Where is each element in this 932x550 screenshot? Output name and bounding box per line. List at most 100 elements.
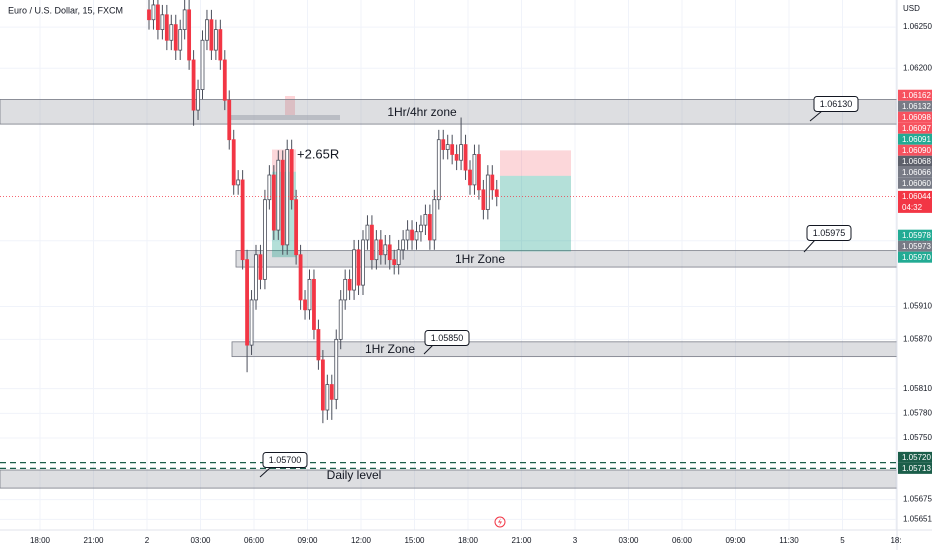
zone-label: 1Hr Zone xyxy=(455,252,505,266)
callout-label: 1.05975 xyxy=(813,228,846,238)
price-label-box xyxy=(898,122,932,134)
y-tick-label: 1.06250 xyxy=(903,22,932,31)
candle-body xyxy=(320,359,325,411)
price-label: 1.06091 xyxy=(902,135,931,144)
candle-body xyxy=(280,159,285,246)
y-tick-label: 1.05780 xyxy=(903,408,932,417)
candle-body xyxy=(352,249,356,291)
candle-body xyxy=(485,174,490,210)
x-tick-label: 09:00 xyxy=(297,536,318,545)
callout-box xyxy=(262,452,308,468)
candle-body xyxy=(196,89,200,111)
candle-body xyxy=(240,179,245,261)
candle-body xyxy=(303,299,307,311)
candle-body xyxy=(387,244,392,261)
candle-body xyxy=(459,144,463,161)
price-label: 1.05713 xyxy=(902,464,931,473)
candle-body xyxy=(490,174,495,191)
zone-label: Daily level xyxy=(327,468,382,482)
symbol-title: Euro / U.S. Dollar, 15, FXCM xyxy=(8,5,123,15)
candle-body xyxy=(334,338,339,400)
candle-body xyxy=(445,144,450,150)
lightning-icon xyxy=(494,516,506,528)
candle-body xyxy=(182,9,187,30)
price-label: 1.06044 xyxy=(902,192,931,201)
candle-body xyxy=(312,278,316,330)
candle-body xyxy=(441,139,446,150)
callout-label: 1.06130 xyxy=(820,99,853,109)
candle-body xyxy=(231,139,236,186)
price-label-box xyxy=(898,251,932,263)
candle-body xyxy=(187,9,192,61)
candle-body xyxy=(289,149,294,201)
x-tick-label: 03:00 xyxy=(618,536,639,545)
price-label: 1.06132 xyxy=(902,102,931,111)
price-label-box xyxy=(898,155,932,167)
x-tick-label: 12:00 xyxy=(351,536,372,545)
candle-body xyxy=(218,29,223,61)
y-tick-label: 1.05675 xyxy=(903,495,932,504)
x-tick-label: 5 xyxy=(840,536,845,545)
candle-body xyxy=(209,19,214,51)
y-tick-label: 1.05810 xyxy=(903,384,932,393)
price-label: 1.06097 xyxy=(902,124,931,133)
countdown: 04:32 xyxy=(902,203,923,212)
plot-area xyxy=(0,0,897,489)
grid xyxy=(0,0,897,530)
candle-body xyxy=(494,189,499,197)
candle-body xyxy=(454,154,459,161)
candle-body xyxy=(325,384,330,411)
candle-body xyxy=(147,9,151,21)
callout-box xyxy=(813,96,859,112)
price-label: 1.05970 xyxy=(902,253,931,262)
x-tick-label: 3 xyxy=(573,536,578,545)
candle-body xyxy=(236,179,241,186)
candle-body xyxy=(298,254,303,301)
candle-body xyxy=(191,59,196,111)
zone-label: 1Hr Zone xyxy=(365,342,415,356)
price-label-box xyxy=(898,240,932,252)
candle-body xyxy=(396,249,401,265)
currency: USD xyxy=(903,4,920,13)
candle-body xyxy=(307,278,312,311)
candle-body xyxy=(481,189,486,210)
candle-body xyxy=(151,4,156,21)
callout-box xyxy=(806,225,852,241)
callout-box xyxy=(424,330,470,346)
candle-body xyxy=(392,259,397,265)
x-tick-label: 11:30 xyxy=(779,536,799,545)
candle-body xyxy=(160,14,165,30)
zone xyxy=(0,99,897,125)
position-reward xyxy=(500,175,571,252)
x-tick-label: 03:00 xyxy=(190,536,211,545)
candle-body xyxy=(205,19,209,41)
price-label-box xyxy=(898,451,932,463)
callout-label: 1.05700 xyxy=(269,455,302,465)
candle-body xyxy=(423,214,428,226)
drawing-rect xyxy=(230,115,340,120)
candle-body xyxy=(374,239,379,261)
price-label: 1.05973 xyxy=(902,242,931,251)
candle-body xyxy=(271,174,276,231)
candle-body xyxy=(254,254,258,301)
price-label: 1.05720 xyxy=(902,453,931,462)
price-label: 1.06090 xyxy=(902,146,931,155)
price-label-box xyxy=(898,144,932,156)
candle-body xyxy=(178,29,183,51)
x-tick-label: 21:00 xyxy=(511,536,532,545)
price-label: 1.06066 xyxy=(902,168,931,177)
candle-body xyxy=(338,299,343,340)
candle-body xyxy=(477,154,481,191)
candle-body xyxy=(285,149,290,246)
price-label-box xyxy=(898,89,932,101)
candle-body xyxy=(378,239,383,256)
x-tick-label: 18: xyxy=(890,536,901,545)
price-label: 1.06162 xyxy=(902,91,931,100)
candle-body xyxy=(164,14,169,41)
candle-body xyxy=(213,29,218,51)
candle-body xyxy=(227,99,232,141)
candle-body xyxy=(450,144,455,155)
candle-body xyxy=(468,169,472,186)
callout-pointer xyxy=(259,466,272,478)
